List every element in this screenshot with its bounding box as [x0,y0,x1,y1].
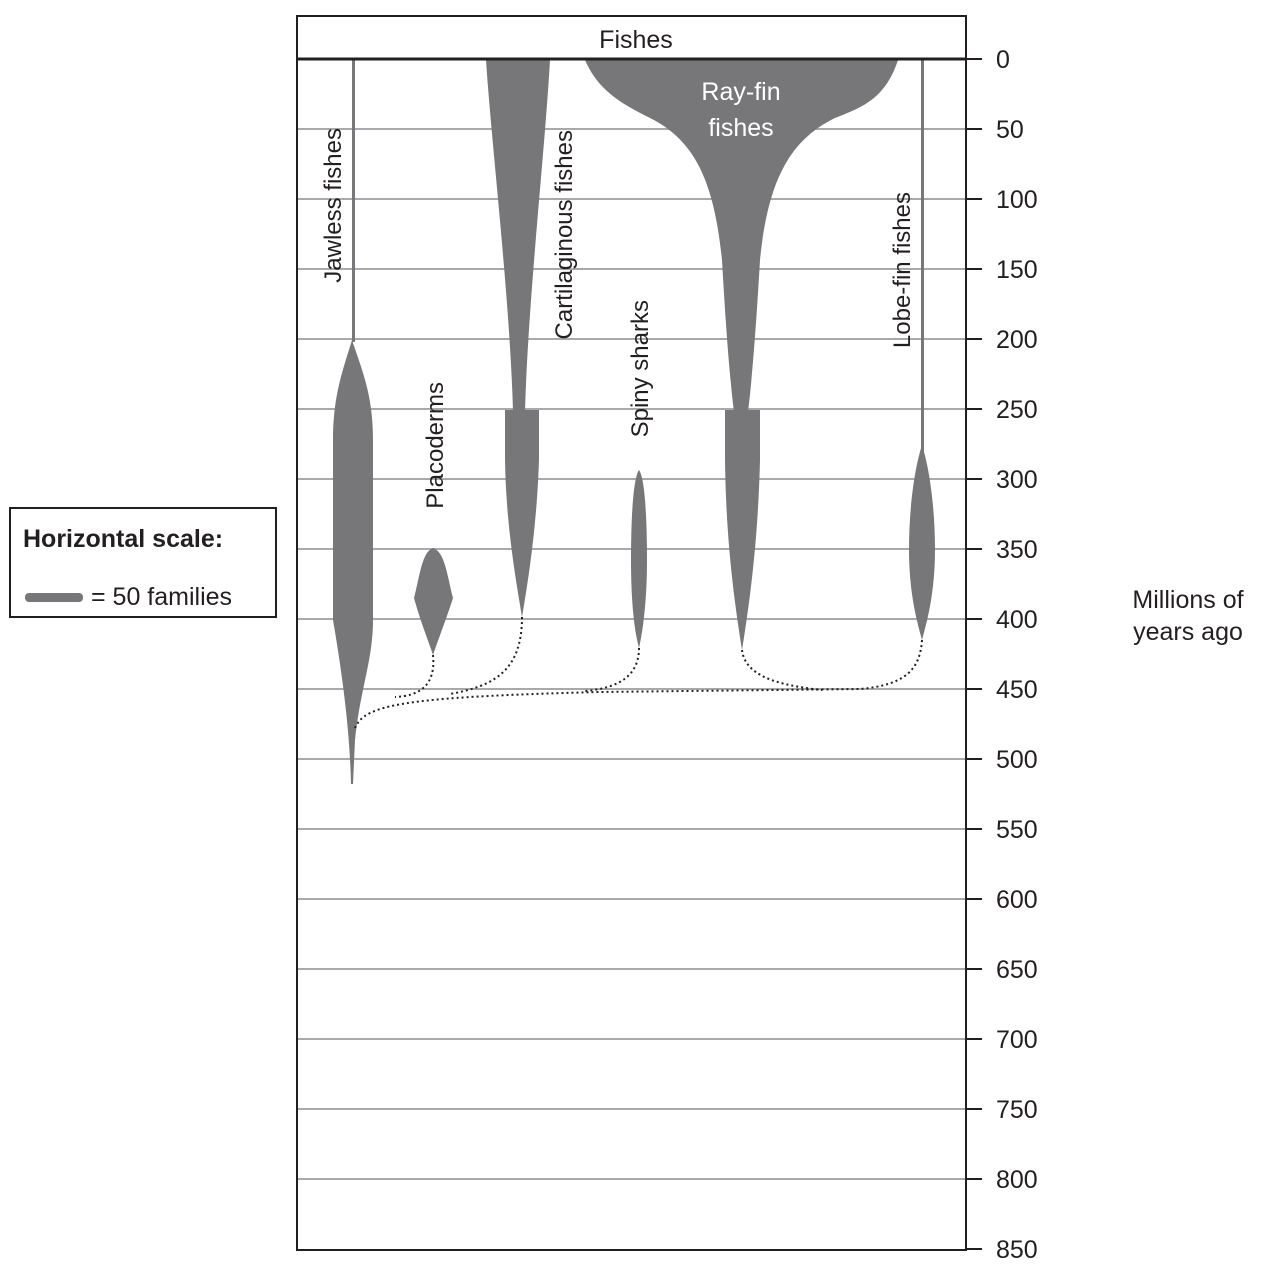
grid-lines [297,128,966,1180]
tick-label: 200 [996,326,1038,354]
tick-label: 0 [996,46,1010,74]
lobe-fin-thin-stem [921,60,924,452]
tick-label: 250 [996,396,1038,424]
lobe-fin-body [909,445,935,640]
tick-label: 450 [996,676,1038,704]
axis-unit-line2: years ago [1133,618,1243,646]
legend-swatch [25,593,83,602]
connector-ray-fin [741,649,823,691]
connector-placoderms [394,654,435,698]
spiny-sharks-spindle [631,470,647,648]
ray-fin-fishes-spindle [585,60,898,650]
label-ray-fin-line2: fishes [708,114,773,142]
tick-label: 50 [996,116,1024,144]
ray-fin-lower [725,410,760,650]
label-placoderms: Placoderms [422,382,449,509]
label-ray-fin-line1: Ray-fin [701,78,780,106]
axis-unit-line1: Millions of [1132,586,1244,614]
placoderms-spindle [414,548,453,655]
axis-tick-labels: 0 50 100 150 200 250 300 350 400 450 500… [996,46,1038,1264]
connector-spiny-sharks [584,647,640,692]
ray-fin-upper [585,60,898,412]
cartilaginous-lower [505,410,539,617]
diagram-frame [296,15,967,1251]
legend-item: = 50 families [25,583,232,612]
tick-label: 600 [996,886,1038,914]
axis-unit-label: Millions of years ago [1108,584,1264,648]
connector-main [354,639,923,729]
label-spiny-sharks: Spiny sharks [627,300,654,437]
cartilaginous-fishes-spindle [486,60,550,617]
header-title: Fishes [599,26,673,54]
jawless-body [333,340,373,784]
label-jawless-fishes: Jawless fishes [320,128,347,283]
tick-label: 350 [996,536,1038,564]
tick-label: 400 [996,606,1038,634]
legend-item-label: = 50 families [91,583,233,611]
label-lobe-fin-fishes: Lobe-fin fishes [889,192,916,348]
cartilaginous-upper [486,60,550,412]
lobe-fin-fishes-spindle [909,60,935,640]
tick-label: 650 [996,956,1038,984]
jawless-fishes-spindle [333,60,373,784]
tick-label: 550 [996,816,1038,844]
tick-label: 150 [996,256,1038,284]
connector-cartilaginous [449,616,523,695]
legend-title: Horizontal scale: [23,525,224,553]
label-cartilaginous-fishes: Cartilaginous fishes [551,130,578,339]
tick-label: 800 [996,1166,1038,1194]
horizontal-scale-legend: Horizontal scale: = 50 families [9,507,277,618]
jawless-thin-stem [352,60,355,342]
tick-label: 300 [996,466,1038,494]
tick-label: 700 [996,1026,1038,1054]
tick-label: 750 [996,1096,1038,1124]
tick-label: 100 [996,186,1038,214]
tick-label: 850 [996,1236,1038,1264]
ancestry-connectors [354,616,923,729]
axis-ticks [966,58,982,1250]
tick-label: 500 [996,746,1038,774]
